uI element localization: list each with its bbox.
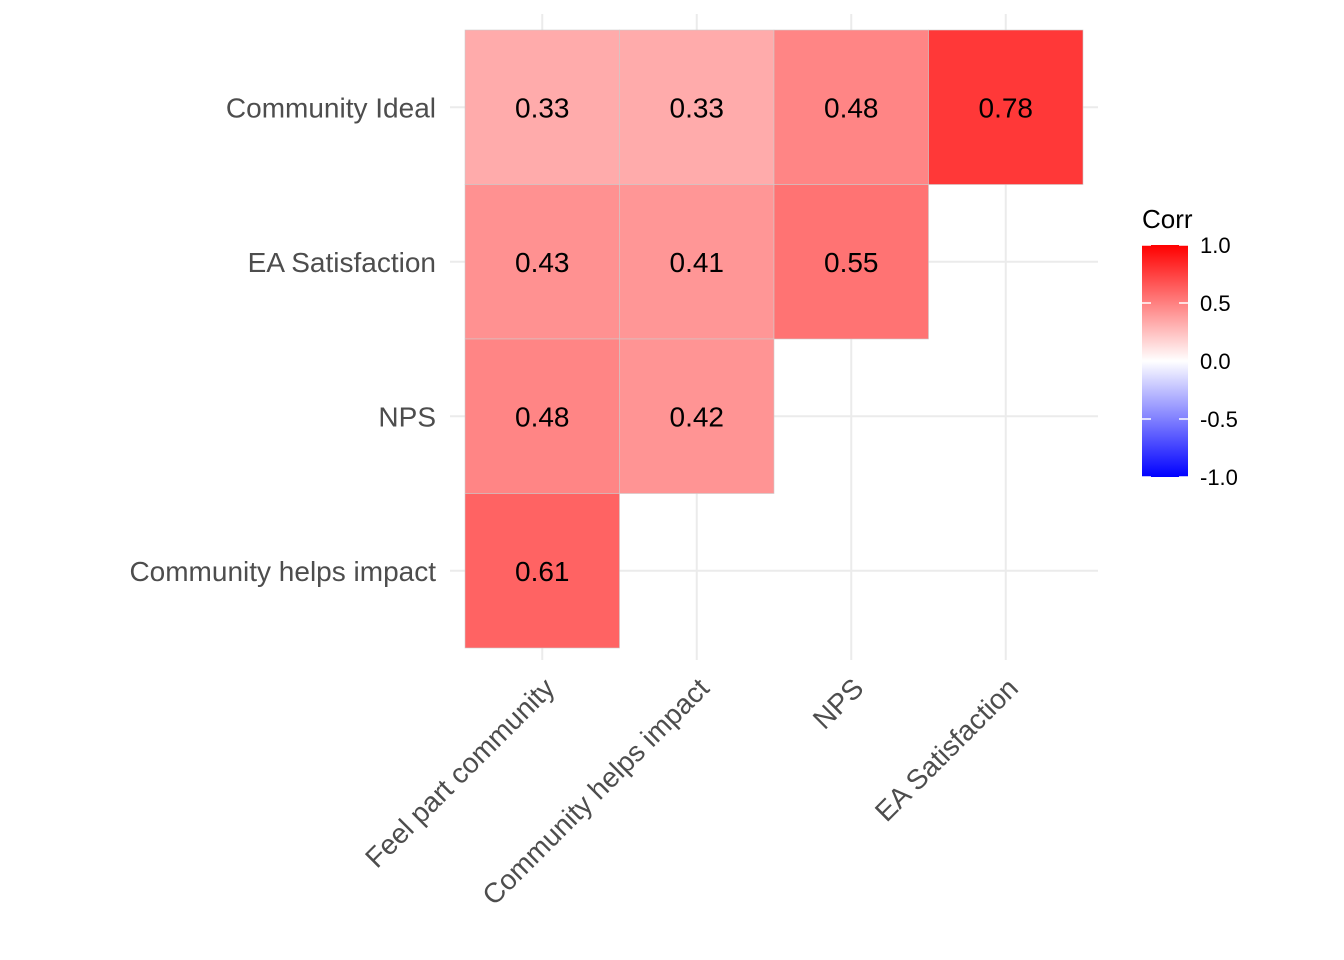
cell-value-labels: 0.33 0.33 0.48 0.78 0.43 0.41 0.55 0.48 0.42 0.61 (515, 92, 1033, 587)
y-tick-label: EA Satisfaction (248, 247, 436, 278)
heatmap-cell (464, 493, 620, 649)
heatmap-cell (464, 338, 620, 494)
color-legend: Corr 1.0 0.5 0.0 -0.5 -1.0 (1142, 204, 1238, 490)
y-tick-label: NPS (378, 401, 436, 432)
cell-value-label: 0.61 (515, 556, 570, 587)
cell-value-label: 0.33 (515, 92, 570, 123)
cell-value-label: 0.33 (670, 92, 725, 123)
legend-tick-label: 1.0 (1200, 233, 1231, 258)
y-tick-label: Community helps impact (129, 556, 436, 587)
cell-value-label: 0.48 (515, 401, 570, 432)
legend-tick-label: 0.0 (1200, 349, 1231, 374)
cell-value-label: 0.48 (824, 92, 879, 123)
heatmap-cell (773, 184, 929, 340)
y-tick-label: Community Ideal (226, 92, 436, 123)
legend-title: Corr (1142, 204, 1193, 234)
heatmap-cell (928, 29, 1084, 185)
cell-value-label: 0.55 (824, 247, 879, 278)
heatmap-cell (619, 184, 775, 340)
heatmap-cell (619, 29, 775, 185)
x-tick-label: NPS (807, 672, 870, 735)
cell-value-label: 0.43 (515, 247, 570, 278)
cell-value-label: 0.42 (670, 401, 725, 432)
cell-value-label: 0.78 (979, 92, 1034, 123)
legend-tick-label: 0.5 (1200, 291, 1231, 316)
legend-tick-label: -1.0 (1200, 465, 1238, 490)
heatmap-cell (464, 29, 620, 185)
legend-tick-label: -0.5 (1200, 407, 1238, 432)
heatmap-cell (619, 338, 775, 494)
heatmap-cells (464, 29, 1084, 649)
y-axis-tick-labels: Community helps impact NPS EA Satisfaction… (129, 92, 436, 587)
heatmap-cell (773, 29, 929, 185)
heatmap-cell (464, 184, 620, 340)
x-tick-label: EA Satisfaction (869, 672, 1024, 827)
cell-value-label: 0.41 (670, 247, 725, 278)
